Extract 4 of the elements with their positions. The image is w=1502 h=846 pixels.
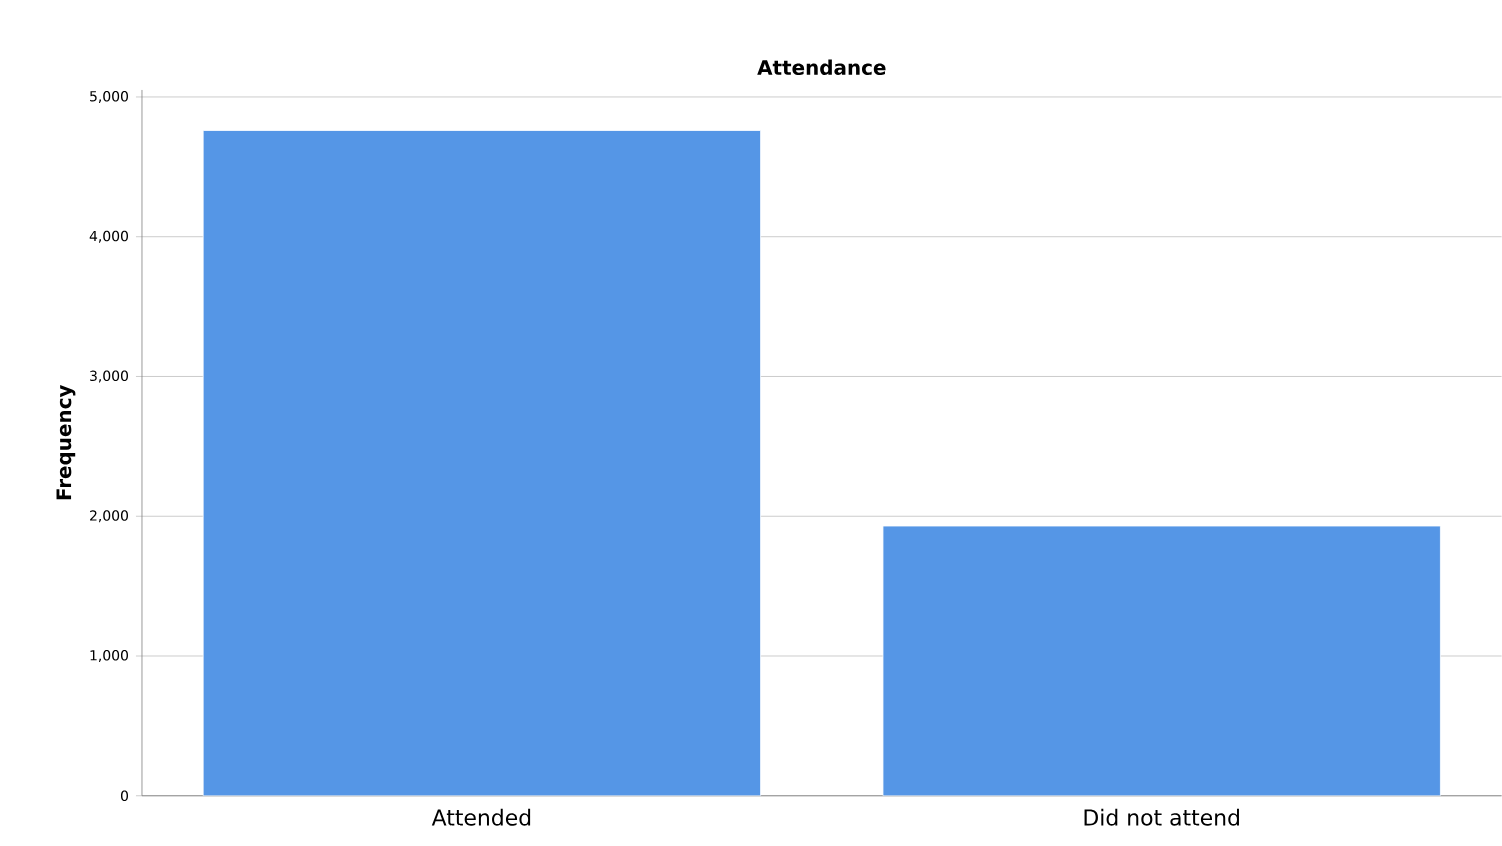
y-axis-title: Frequency — [56, 385, 76, 500]
chart-title: Attendance — [757, 59, 886, 76]
x-tick-label: Attended — [431, 808, 531, 826]
x-tick-label: Did not attend — [1084, 808, 1239, 826]
